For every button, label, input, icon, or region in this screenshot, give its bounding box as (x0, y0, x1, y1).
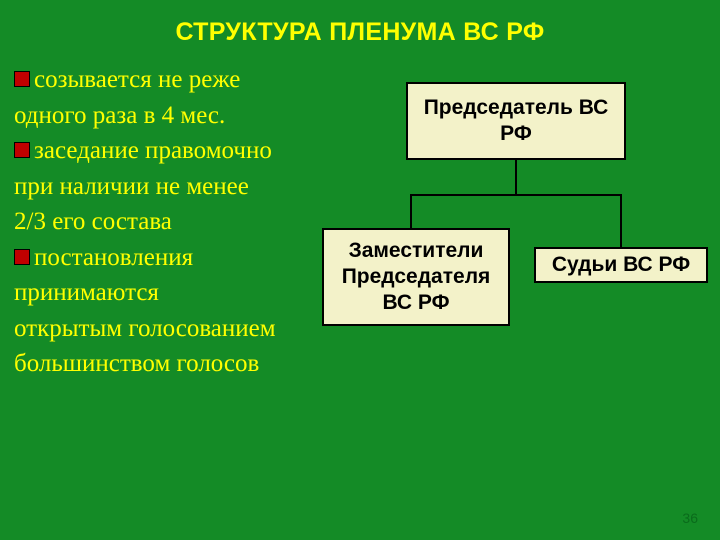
bullet-text: заседание правомочно (34, 137, 272, 164)
org-box-chairman: Председатель ВС РФ (406, 82, 626, 160)
org-box-deputies: Заместители Председателя ВС РФ (322, 228, 510, 326)
slide-title: СТРУКТУРА ПЛЕНУМА ВС РФ (0, 0, 720, 47)
connector-line (410, 194, 412, 228)
bullet-continuation: при наличии не менее (14, 169, 354, 205)
bullet-continuation: принимаются (14, 275, 354, 311)
square-bullet-icon (14, 71, 30, 87)
connector-line (410, 194, 622, 196)
bullet-text: созывается не реже (34, 66, 240, 93)
bullet-continuation: открытым голосованием (14, 311, 354, 347)
bullet-item: заседание правомочно (14, 133, 354, 169)
bullet-item: постановления (14, 240, 354, 276)
org-box-judges: Судьи ВС РФ (534, 247, 708, 283)
connector-line (620, 194, 622, 247)
bullet-continuation: большинством голосов (14, 346, 354, 382)
bullet-item: созывается не реже (14, 62, 354, 98)
bullet-continuation: одного раза в 4 мес. (14, 98, 354, 134)
square-bullet-icon (14, 249, 30, 265)
bullet-continuation: 2/3 его состава (14, 204, 354, 240)
bullet-list: созывается не реже одного раза в 4 мес. … (14, 62, 354, 382)
square-bullet-icon (14, 142, 30, 158)
bullet-text: постановления (34, 244, 193, 271)
connector-line (515, 160, 517, 194)
page-number: 36 (682, 510, 698, 526)
